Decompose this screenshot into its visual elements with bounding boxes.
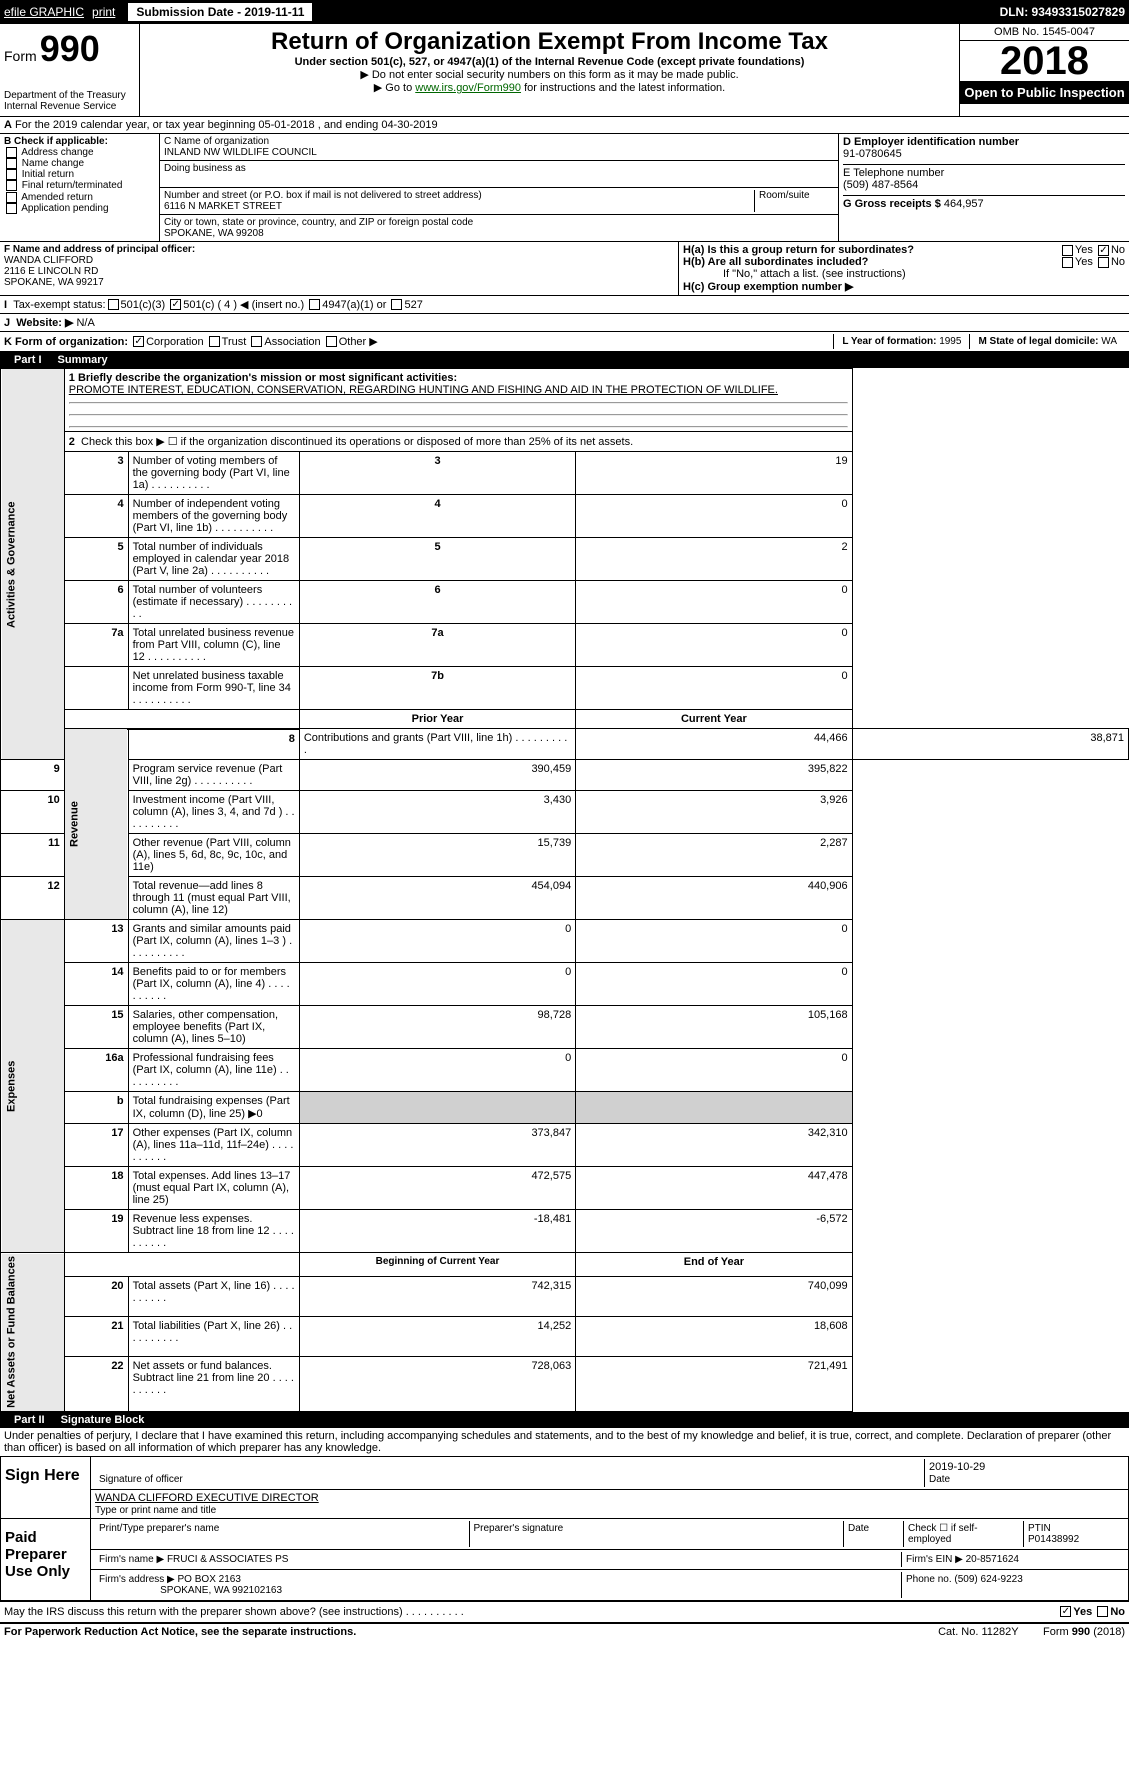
open-public: Open to Public Inspection — [960, 81, 1129, 104]
gross-receipts: 464,957 — [944, 198, 984, 210]
subtitle-3: ▶ Go to www.irs.gov/Form990 for instruct… — [144, 81, 955, 94]
checkbox-pending[interactable] — [6, 203, 17, 214]
row-j: J Website: ▶ N/A — [0, 314, 1129, 332]
line7b-val: 0 — [576, 667, 852, 710]
summary-table: Activities & Governance 1 Briefly descri… — [0, 368, 1129, 1412]
row-k: K Form of organization: Corporation Trus… — [0, 332, 1129, 352]
ha-no[interactable] — [1098, 245, 1109, 256]
line4-val: 0 — [576, 495, 852, 538]
line7a-val: 0 — [576, 624, 852, 667]
firm-phone: (509) 624-9223 — [954, 1574, 1022, 1585]
paid-preparer-label: Paid Preparer Use Only — [1, 1519, 91, 1600]
sign-here-label: Sign Here — [1, 1457, 91, 1518]
street-address: 6116 N MARKET STREET — [164, 201, 282, 212]
line8-current: 38,871 — [852, 729, 1128, 760]
cb-assoc[interactable] — [251, 336, 262, 347]
cb-other[interactable] — [326, 336, 337, 347]
cb-trust[interactable] — [209, 336, 220, 347]
section-net-assets: Net Assets or Fund Balances — [1, 1253, 65, 1412]
print-link[interactable]: print — [92, 5, 115, 19]
hb-yes[interactable] — [1062, 257, 1073, 268]
b-label: B Check if applicable: — [4, 136, 108, 147]
domicile-state: WA — [1101, 336, 1117, 347]
form-title: Return of Organization Exempt From Incom… — [144, 28, 955, 56]
line5-val: 2 — [576, 538, 852, 581]
cb-501c[interactable] — [170, 299, 181, 310]
discuss-row: May the IRS discuss this return with the… — [0, 1602, 1129, 1623]
line3-val: 19 — [576, 452, 852, 495]
form-number: 990 — [40, 28, 100, 69]
phone: (509) 487-8564 — [843, 179, 918, 191]
submission-date: Submission Date - 2019-11-11 — [127, 2, 313, 22]
website: N/A — [76, 317, 94, 329]
firm-ein: 20-8571624 — [966, 1554, 1019, 1565]
checkbox-address[interactable] — [6, 147, 17, 158]
ha-yes[interactable] — [1062, 245, 1073, 256]
line6-val: 0 — [576, 581, 852, 624]
subtitle-1: Under section 501(c), 527, or 4947(a)(1)… — [144, 56, 955, 68]
city-state-zip: SPOKANE, WA 99208 — [164, 228, 264, 239]
officer-signed-name: WANDA CLIFFORD EXECUTIVE DIRECTOR — [95, 1492, 319, 1504]
efile-link[interactable]: efile GRAPHIC — [4, 5, 84, 19]
part2-header: Part II Signature Block — [0, 1412, 1129, 1428]
row-i: I Tax-exempt status: 501(c)(3) 501(c) ( … — [0, 296, 1129, 314]
perjury-declaration: Under penalties of perjury, I declare th… — [0, 1428, 1129, 1456]
year-formed: 1995 — [939, 336, 961, 347]
checkbox-initial[interactable] — [6, 169, 17, 180]
hb-no[interactable] — [1098, 257, 1109, 268]
tax-year-row: A For the 2019 calendar year, or tax yea… — [0, 117, 1129, 134]
signature-block: Sign Here Signature of officer 2019-10-2… — [0, 1456, 1129, 1602]
sig-date: 2019-10-29 — [929, 1461, 985, 1473]
dln: DLN: 93493315027829 — [1000, 5, 1125, 19]
form-label: Form — [4, 48, 37, 64]
form-header: Form 990 Department of the Treasury Inte… — [0, 24, 1129, 117]
discuss-yes[interactable] — [1060, 1606, 1071, 1617]
top-bar: efile GRAPHIC print Submission Date - 20… — [0, 0, 1129, 24]
part1-header: Part I Summary — [0, 352, 1129, 368]
section-expenses: Expenses — [1, 920, 65, 1253]
dept-label: Department of the Treasury Internal Reve… — [4, 90, 135, 112]
irs-link[interactable]: www.irs.gov/Form990 — [415, 82, 521, 94]
org-name: INLAND NW WILDLIFE COUNCIL — [164, 147, 317, 158]
ptin: P01438992 — [1028, 1534, 1079, 1545]
footer: For Paperwork Reduction Act Notice, see … — [0, 1623, 1129, 1640]
tax-year: 2018 — [960, 41, 1129, 81]
discuss-no[interactable] — [1097, 1606, 1108, 1617]
checkbox-name[interactable] — [6, 158, 17, 169]
firm-address: PO BOX 2163 — [178, 1574, 241, 1585]
section-governance: Activities & Governance — [1, 369, 65, 760]
firm-name: FRUCI & ASSOCIATES PS — [167, 1554, 289, 1565]
subtitle-2: ▶ Do not enter social security numbers o… — [144, 68, 955, 81]
checkbox-amended[interactable] — [6, 192, 17, 203]
cb-501c3[interactable] — [108, 299, 119, 310]
section-b-row: B Check if applicable: Address change Na… — [0, 134, 1129, 242]
ein: 91-0780645 — [843, 148, 902, 160]
officer-name: WANDA CLIFFORD — [4, 255, 93, 266]
mission-text: PROMOTE INTEREST, EDUCATION, CONSERVATIO… — [69, 384, 778, 396]
cb-corp[interactable] — [133, 336, 144, 347]
section-revenue: Revenue — [64, 729, 128, 920]
cb-527[interactable] — [391, 299, 402, 310]
row-fgh: F Name and address of principal officer:… — [0, 242, 1129, 296]
checkbox-final[interactable] — [6, 180, 17, 191]
cb-4947[interactable] — [309, 299, 320, 310]
